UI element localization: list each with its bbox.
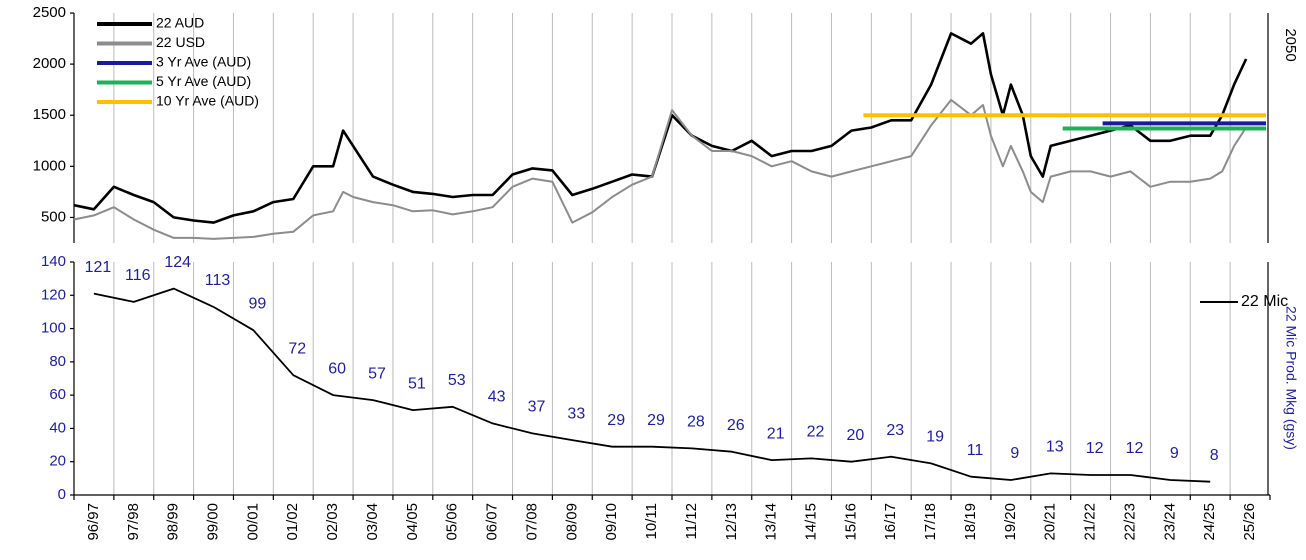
data-label: 9 [1170,445,1179,462]
data-label: 29 [607,412,625,429]
x-tick-label: 20/21 [1042,503,1059,541]
y-tick-label: 1000 [33,157,66,174]
data-label: 19 [926,429,944,446]
data-label: 37 [528,399,546,416]
legend-label: 3 Yr Ave (AUD) [156,54,251,70]
data-label: 29 [647,412,665,429]
data-label: 26 [727,417,745,434]
data-label: 57 [368,365,386,382]
x-tick-label: 02/03 [324,503,341,541]
x-tick-label: 14/15 [803,503,820,541]
y-tick-label: 0 [58,486,66,503]
data-label: 28 [687,414,705,431]
y-tick-label: 140 [41,253,66,270]
data-label: 23 [886,422,904,439]
data-label: 21 [767,425,785,442]
x-tick-label: 97/98 [125,503,142,541]
y-tick-label: 20 [49,453,66,470]
x-tick-label: 05/06 [444,503,461,541]
data-label: 8 [1210,447,1219,464]
x-tick-label: 16/17 [882,503,899,541]
x-tick-label: 98/99 [165,503,182,541]
data-label: 43 [488,389,506,406]
x-tick-label: 13/14 [763,503,780,541]
annotation: 2050 [1282,28,1299,61]
y-tick-label: 1500 [33,106,66,123]
y-axis-label: 22 Mic Prod. Mkg (gsy) [1283,306,1299,450]
legend-label: 22 Mic [1241,293,1288,310]
series-line [73,32,1248,224]
data-label: 113 [205,272,231,289]
y-tick-label: 2500 [33,4,66,21]
x-tick-label: 25/26 [1241,503,1258,541]
x-tick-label: 24/25 [1201,503,1218,541]
x-tick-label: 06/07 [484,503,501,541]
x-tick-label: 18/19 [962,503,979,541]
data-label: 72 [288,340,306,357]
x-tick-label: 04/05 [404,503,421,541]
x-tick-label: 21/22 [1082,503,1099,541]
data-label: 53 [448,372,466,389]
x-tick-label: 15/16 [842,503,859,541]
data-label: 33 [567,405,585,422]
data-label: 116 [125,267,151,284]
x-tick-label: 19/20 [1002,503,1019,541]
x-tick-label: 01/02 [284,503,301,541]
y-tick-label: 40 [49,419,66,436]
x-tick-label: 09/10 [603,503,620,541]
y-tick-label: 80 [49,353,66,370]
x-tick-label: 00/01 [244,503,261,541]
x-tick-label: 10/11 [643,503,660,539]
data-label: 99 [249,295,267,312]
data-label: 13 [1046,439,1064,456]
series-line [73,98,1247,240]
legend-label: 22 USD [156,34,205,50]
series-line [93,287,1211,483]
x-tick-label: 11/12 [683,503,700,539]
legend-label: 5 Yr Ave (AUD) [156,73,251,89]
data-label: 121 [85,259,112,276]
data-label: 9 [1010,445,1019,462]
data-label: 60 [328,360,346,377]
data-label: 124 [164,254,191,271]
y-tick-label: 60 [49,386,66,403]
data-label: 12 [1126,440,1144,457]
x-tick-label: 03/04 [364,503,381,541]
x-tick-label: 22/23 [1121,503,1138,541]
data-label: 20 [847,427,865,444]
data-label: 22 [807,424,825,441]
y-tick-label: 2000 [33,55,66,72]
x-tick-label: 99/00 [205,503,222,541]
y-tick-label: 100 [41,320,66,337]
x-tick-label: 17/18 [922,503,939,541]
x-tick-label: 96/97 [85,503,102,541]
x-tick-label: 23/24 [1161,503,1178,541]
data-label: 11 [967,442,984,459]
y-tick-label: 500 [41,208,66,225]
data-label: 12 [1086,440,1104,457]
x-tick-label: 12/13 [723,503,740,541]
legend-label: 22 AUD [156,15,204,31]
legend-label: 10 Yr Ave (AUD) [156,93,259,109]
data-label: 51 [408,375,426,392]
y-tick-label: 120 [41,286,66,303]
x-tick-label: 08/09 [563,503,580,541]
x-tick-label: 07/08 [523,503,540,541]
